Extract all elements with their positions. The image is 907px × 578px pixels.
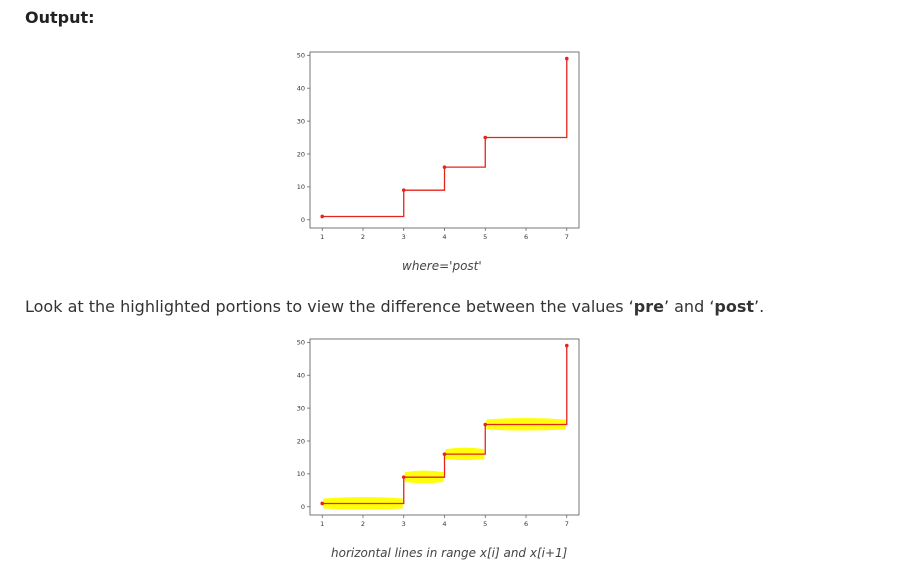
x-tick-label: 4 bbox=[442, 520, 446, 528]
paragraph-middle: ’ and ‘ bbox=[663, 297, 715, 316]
y-tick-label: 40 bbox=[297, 371, 305, 379]
x-tick-label: 6 bbox=[524, 520, 528, 528]
step-line bbox=[322, 345, 568, 505]
data-point bbox=[564, 343, 569, 348]
y-tick-label: 50 bbox=[297, 339, 305, 347]
data-point bbox=[442, 165, 447, 169]
x-tick-label: 5 bbox=[483, 520, 487, 528]
x-tick-label: 4 bbox=[442, 233, 446, 241]
y-tick-label: 30 bbox=[297, 404, 305, 412]
x-tick-label: 2 bbox=[361, 233, 365, 241]
x-tick-label: 1 bbox=[320, 520, 324, 528]
y-tick-label: 30 bbox=[297, 117, 305, 125]
x-tick-label: 7 bbox=[565, 520, 569, 528]
data-point bbox=[483, 422, 488, 427]
explanation-paragraph: Look at the highlighted portions to view… bbox=[25, 297, 764, 316]
y-tick-label: 0 bbox=[301, 503, 305, 511]
x-tick-label: 6 bbox=[524, 233, 528, 241]
y-tick-label: 10 bbox=[297, 183, 305, 191]
y-tick-label: 40 bbox=[297, 84, 305, 92]
data-point bbox=[401, 188, 406, 192]
data-point bbox=[320, 214, 325, 219]
data-point bbox=[401, 475, 406, 479]
y-tick-label: 0 bbox=[301, 216, 305, 224]
paragraph-prefix: Look at the highlighted portions to view… bbox=[25, 297, 634, 316]
x-tick-label: 7 bbox=[565, 233, 569, 241]
y-tick-label: 20 bbox=[297, 150, 305, 158]
x-tick-label: 3 bbox=[402, 520, 406, 528]
x-tick-label: 2 bbox=[361, 520, 365, 528]
chart-caption-highlighted: horizontal lines in range x[i] and x[i+1… bbox=[331, 546, 568, 560]
data-point bbox=[564, 56, 569, 61]
y-tick-label: 10 bbox=[297, 470, 305, 478]
data-point bbox=[483, 135, 488, 140]
x-tick-label: 1 bbox=[320, 233, 324, 241]
post-keyword: post bbox=[714, 297, 755, 316]
data-point bbox=[320, 501, 325, 506]
y-tick-label: 50 bbox=[297, 52, 305, 60]
chart-caption-post: where='post' bbox=[402, 259, 482, 273]
x-tick-label: 5 bbox=[483, 233, 487, 241]
output-heading: Output: bbox=[25, 8, 95, 27]
pre-keyword: pre bbox=[633, 297, 664, 316]
data-point bbox=[442, 452, 447, 456]
paragraph-suffix: ’. bbox=[754, 297, 765, 316]
x-tick-label: 3 bbox=[402, 233, 406, 241]
y-tick-label: 20 bbox=[297, 437, 305, 445]
